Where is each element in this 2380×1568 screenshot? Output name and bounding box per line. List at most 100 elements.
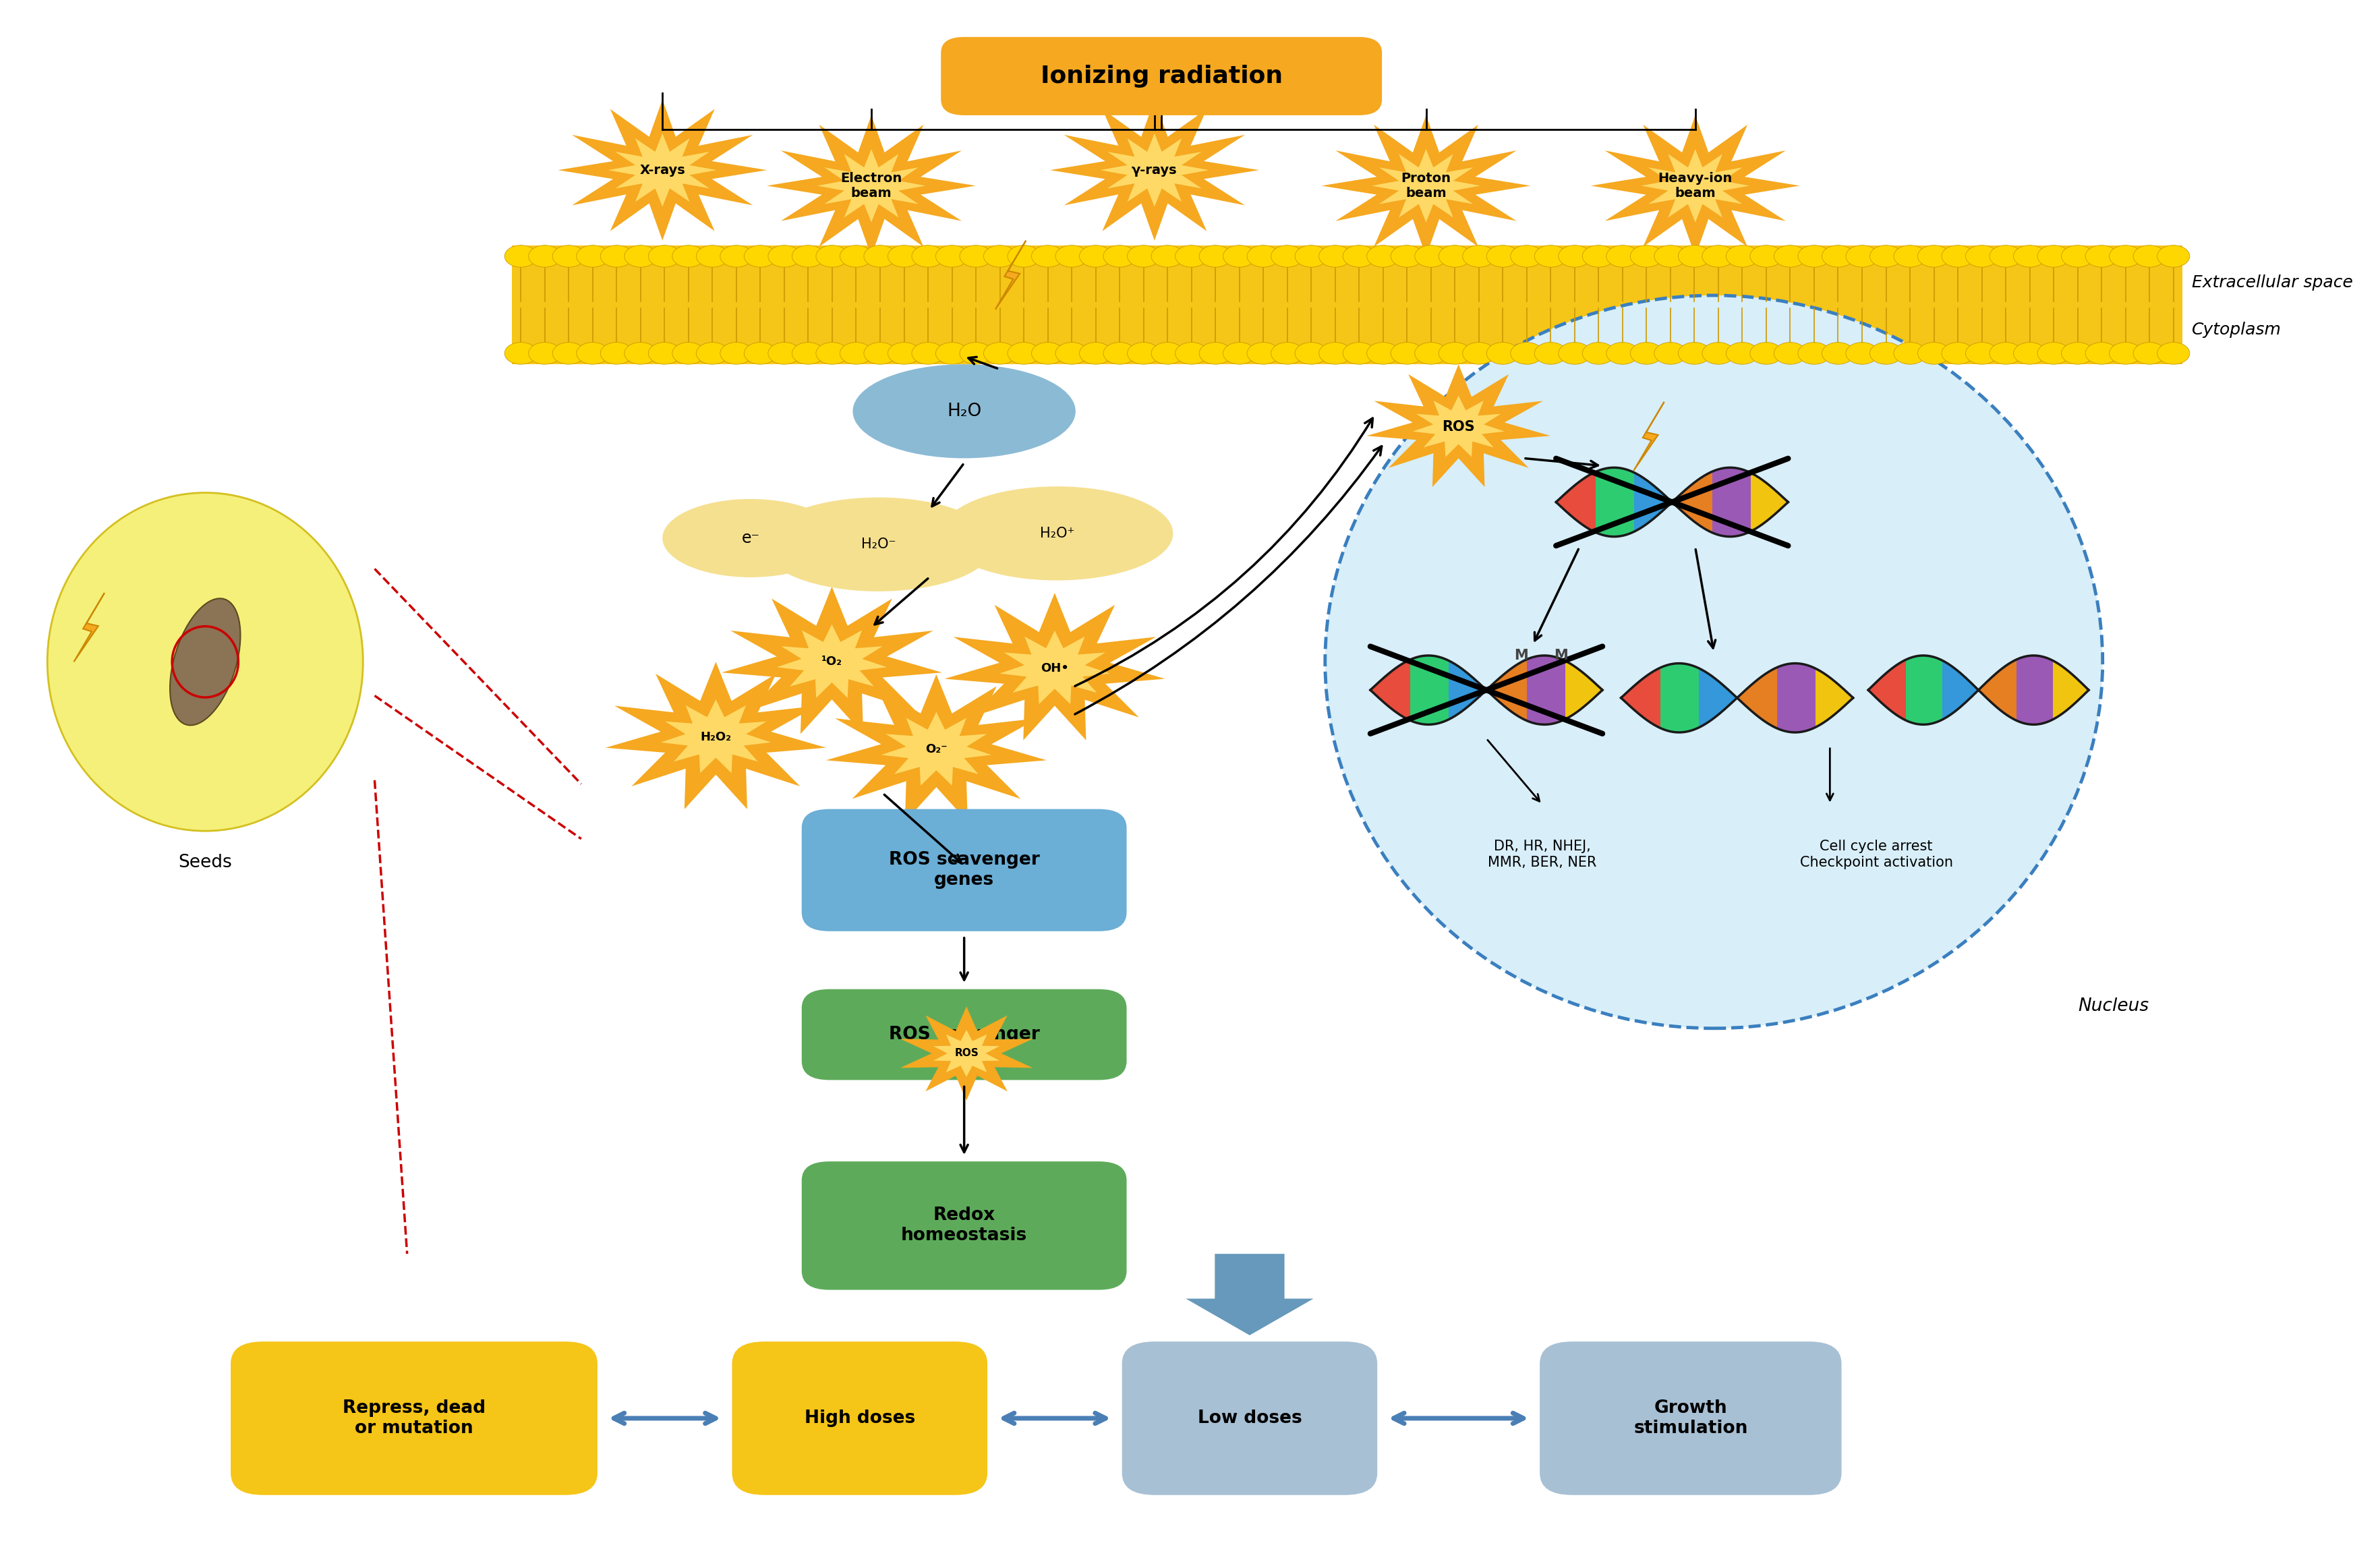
FancyBboxPatch shape xyxy=(1121,1342,1378,1494)
Text: Proton
beam: Proton beam xyxy=(1402,172,1449,199)
Circle shape xyxy=(1485,245,1518,267)
Text: Electron
beam: Electron beam xyxy=(840,172,902,199)
Circle shape xyxy=(647,342,681,364)
Text: H₂O⁻: H₂O⁻ xyxy=(862,538,895,550)
Circle shape xyxy=(624,245,657,267)
Circle shape xyxy=(1078,342,1111,364)
Circle shape xyxy=(1295,245,1328,267)
Polygon shape xyxy=(933,1030,1000,1077)
Text: O₂⁻: O₂⁻ xyxy=(926,743,947,756)
Polygon shape xyxy=(1633,401,1664,470)
Circle shape xyxy=(600,245,633,267)
Circle shape xyxy=(1797,245,1830,267)
Circle shape xyxy=(1678,245,1711,267)
Polygon shape xyxy=(662,699,771,773)
Polygon shape xyxy=(766,116,976,256)
Ellipse shape xyxy=(1326,295,2102,1029)
Polygon shape xyxy=(816,149,926,223)
Circle shape xyxy=(1031,342,1064,364)
Ellipse shape xyxy=(169,599,240,726)
Circle shape xyxy=(793,342,823,364)
Polygon shape xyxy=(1050,100,1259,240)
Polygon shape xyxy=(607,133,716,207)
Circle shape xyxy=(1438,342,1471,364)
Circle shape xyxy=(1102,342,1135,364)
Polygon shape xyxy=(1321,116,1530,256)
Circle shape xyxy=(1607,245,1637,267)
Circle shape xyxy=(671,342,704,364)
Circle shape xyxy=(600,342,633,364)
Circle shape xyxy=(1966,342,1997,364)
Circle shape xyxy=(1295,342,1328,364)
Circle shape xyxy=(552,245,585,267)
Text: Repress, dead
or mutation: Repress, dead or mutation xyxy=(343,1399,486,1438)
Circle shape xyxy=(1844,245,1878,267)
Circle shape xyxy=(912,245,945,267)
Text: Seeds: Seeds xyxy=(178,853,231,872)
Circle shape xyxy=(1319,245,1352,267)
Circle shape xyxy=(528,342,562,364)
Circle shape xyxy=(864,245,897,267)
Circle shape xyxy=(1461,342,1495,364)
Circle shape xyxy=(528,245,562,267)
Text: ROS scavenger: ROS scavenger xyxy=(888,1025,1040,1043)
Circle shape xyxy=(1152,342,1183,364)
Circle shape xyxy=(1152,245,1183,267)
Circle shape xyxy=(1868,342,1902,364)
Circle shape xyxy=(2132,245,2166,267)
FancyBboxPatch shape xyxy=(231,1342,597,1494)
Polygon shape xyxy=(826,674,1047,822)
Circle shape xyxy=(1773,342,1806,364)
Circle shape xyxy=(1821,342,1854,364)
Text: DR, HR, NHEJ,
MMR, BER, NER: DR, HR, NHEJ, MMR, BER, NER xyxy=(1488,840,1597,869)
Circle shape xyxy=(1342,245,1376,267)
Circle shape xyxy=(1844,342,1878,364)
Polygon shape xyxy=(1411,395,1504,456)
Text: H₂O: H₂O xyxy=(947,403,981,420)
Circle shape xyxy=(719,245,752,267)
Circle shape xyxy=(769,342,800,364)
Circle shape xyxy=(2156,342,2190,364)
Circle shape xyxy=(912,342,945,364)
Circle shape xyxy=(1654,342,1685,364)
Circle shape xyxy=(1702,245,1735,267)
Circle shape xyxy=(1414,245,1447,267)
Circle shape xyxy=(1176,342,1207,364)
Circle shape xyxy=(576,245,609,267)
Circle shape xyxy=(1247,245,1278,267)
Circle shape xyxy=(1247,342,1278,364)
Circle shape xyxy=(1078,245,1111,267)
Circle shape xyxy=(816,245,847,267)
Circle shape xyxy=(2061,245,2094,267)
Circle shape xyxy=(888,245,921,267)
Circle shape xyxy=(1559,245,1590,267)
Circle shape xyxy=(1559,342,1590,364)
Polygon shape xyxy=(605,662,826,809)
Circle shape xyxy=(1223,245,1254,267)
Text: Heavy-ion
beam: Heavy-ion beam xyxy=(1656,172,1733,199)
Circle shape xyxy=(745,245,776,267)
Circle shape xyxy=(2085,245,2118,267)
Circle shape xyxy=(1918,342,1949,364)
Ellipse shape xyxy=(48,492,362,831)
Circle shape xyxy=(671,245,704,267)
Circle shape xyxy=(1509,342,1542,364)
Circle shape xyxy=(1342,342,1376,364)
Circle shape xyxy=(1749,245,1783,267)
Circle shape xyxy=(1678,342,1711,364)
Circle shape xyxy=(888,342,921,364)
FancyBboxPatch shape xyxy=(802,1162,1126,1290)
Circle shape xyxy=(1821,245,1854,267)
Circle shape xyxy=(2132,342,2166,364)
Circle shape xyxy=(552,342,585,364)
Circle shape xyxy=(1390,342,1423,364)
Circle shape xyxy=(1054,342,1088,364)
Circle shape xyxy=(1607,342,1637,364)
Polygon shape xyxy=(1100,133,1209,207)
Text: ¹O₂: ¹O₂ xyxy=(821,655,843,668)
Circle shape xyxy=(840,342,871,364)
Circle shape xyxy=(1128,342,1159,364)
Circle shape xyxy=(1630,245,1661,267)
Circle shape xyxy=(1390,245,1423,267)
Circle shape xyxy=(1749,342,1783,364)
